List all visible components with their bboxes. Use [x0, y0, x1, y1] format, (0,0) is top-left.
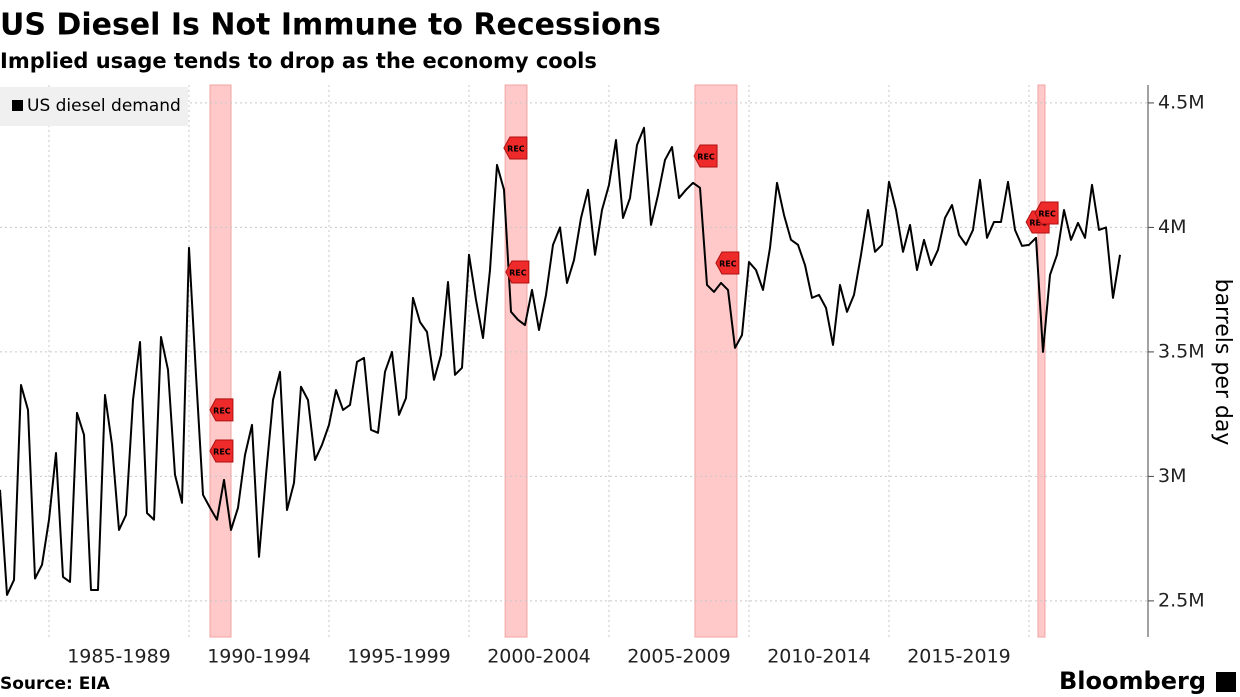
x-tick-label: 2010-2014 — [767, 646, 871, 668]
annotation-text: REC — [719, 260, 737, 269]
annotation-flag — [209, 398, 234, 422]
annotation-flag — [209, 439, 234, 463]
x-tick-label: 1990-1994 — [207, 646, 311, 668]
legend: US diesel demand — [0, 87, 188, 126]
legend-box — [0, 87, 188, 126]
annotation-text: REC — [213, 406, 231, 415]
x-tick-label: 2005-2009 — [627, 646, 731, 668]
annotation-flag — [505, 260, 530, 284]
legend-label: US diesel demand — [27, 96, 181, 116]
data-line — [0, 126, 1121, 596]
annotation-text: REC — [507, 144, 525, 153]
annotation-text: REC — [213, 448, 231, 457]
recession-band — [209, 84, 232, 638]
recession-band — [504, 84, 528, 638]
annotation: REC — [209, 398, 234, 422]
annotation-text: REC — [1038, 209, 1056, 218]
x-tick-label: 2000-2004 — [487, 646, 591, 668]
annotation-text: REC — [1029, 218, 1047, 227]
y-tick-label: 3.5M — [1158, 340, 1205, 362]
annotation-text: REC — [509, 268, 527, 277]
recession-band — [694, 84, 738, 638]
source: Source: EIA — [0, 674, 111, 694]
annotation: REC — [209, 439, 234, 463]
x-tick-label: 1995-1999 — [347, 646, 451, 668]
x-tick-label: 1985-1989 — [67, 646, 171, 668]
y-tick-label: 4.5M — [1158, 91, 1205, 113]
annotation: REC — [503, 136, 528, 160]
chart-title: US Diesel Is Not Immune to Recessions — [0, 8, 661, 43]
brand: Bloomberg — [1059, 667, 1206, 695]
annotation: REC — [1034, 201, 1059, 225]
annotation: REC — [693, 144, 718, 168]
x-tick-label: 2015-2019 — [907, 646, 1011, 668]
y-tick-label: 3M — [1158, 465, 1186, 487]
legend-swatch — [12, 100, 23, 111]
chart-subtitle: Implied usage tends to drop as the econo… — [0, 49, 597, 73]
y-axis-title: barrels per day — [1210, 279, 1235, 446]
y-tick-label: 2.5M — [1158, 589, 1205, 611]
annotation-text: REC — [697, 152, 715, 161]
recession-band — [1037, 84, 1046, 638]
annotation: REC — [715, 251, 740, 275]
annotation: REC — [505, 260, 530, 284]
annotation-flag — [503, 136, 528, 160]
annotation-flag — [693, 144, 718, 168]
annotation-flag — [1034, 201, 1059, 225]
annotation-flag — [715, 251, 740, 275]
y-tick-label: 4M — [1158, 216, 1186, 238]
brand-icon — [1216, 672, 1236, 692]
